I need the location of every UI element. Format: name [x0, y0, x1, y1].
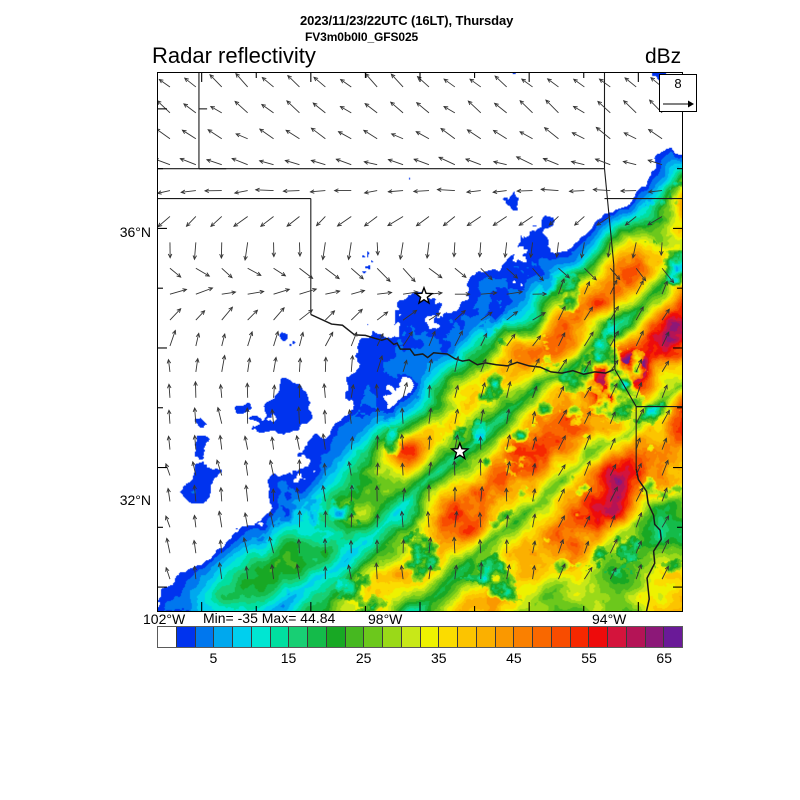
colorbar-cell — [589, 627, 608, 647]
colorbar-tick-label: 35 — [430, 650, 447, 666]
reference-vector-legend: 8 — [659, 74, 697, 112]
radar-map-panel[interactable] — [157, 72, 683, 612]
colorbar-cell — [289, 627, 308, 647]
right-arrow-icon — [663, 100, 694, 108]
lon-tick-label-94W: 94°W — [592, 611, 627, 627]
colorbar-cell — [326, 627, 346, 647]
colorbar-cell — [533, 627, 552, 647]
colorbar-cell — [233, 627, 252, 647]
colorbar-cell — [439, 627, 458, 647]
colorbar-cell — [495, 627, 515, 647]
reflectivity-raster — [158, 73, 682, 611]
title-datetime: 2023/11/23/22UTC (16LT), Thursday — [300, 13, 514, 28]
colorbar-cell — [570, 627, 590, 647]
map-overlay — [158, 73, 682, 611]
colorbar-cell — [364, 627, 383, 647]
colorbar-cell — [308, 627, 327, 647]
colorbar-tick-label: 25 — [355, 650, 372, 666]
page-title: Radar reflectivity — [152, 43, 316, 68]
colorbar-cell — [551, 627, 571, 647]
colorbar-strip[interactable] — [157, 626, 683, 648]
colorbar-tick-label: 55 — [581, 650, 597, 666]
colorbar-cell — [345, 627, 365, 647]
colorbar-cell — [608, 627, 627, 647]
colorbar-tick-label: 15 — [280, 650, 297, 666]
title-model-name: FV3m0b0I0_GFS025 — [305, 30, 419, 44]
state-borders — [158, 73, 682, 611]
colorbar-cell — [514, 627, 533, 647]
lat-tick-label-36N: 36°N — [119, 224, 151, 240]
colorbar-cell — [476, 627, 496, 647]
star-marker-north — [414, 285, 434, 305]
lon-tick-label-102W: 102°W — [143, 611, 186, 627]
colorbar-cell — [176, 627, 196, 647]
colorbar-cell — [664, 627, 682, 647]
reference-vector-value: 8 — [674, 76, 682, 91]
colorbar-tick-label: 45 — [506, 650, 522, 666]
min-max-annotation: Min= -35 Max= 44.84 — [203, 610, 336, 626]
colorbar-cell — [195, 627, 215, 647]
colorbar-cell — [270, 627, 290, 647]
colorbar-cell — [158, 627, 177, 647]
colorbar-cell — [420, 627, 440, 647]
colorbar-cell — [401, 627, 421, 647]
colorbar-tick-label: 65 — [656, 650, 672, 666]
lon-tick-label-98W: 98°W — [368, 611, 403, 627]
colorbar-cell — [458, 627, 477, 647]
station-markers — [414, 285, 470, 461]
colorbar-cell — [251, 627, 271, 647]
colorbar-cell — [626, 627, 646, 647]
colorbar-cell — [214, 627, 233, 647]
lat-tick-label-32N: 32°N — [119, 492, 151, 508]
colorbar-cell — [383, 627, 402, 647]
colorbar-tick-label: 5 — [209, 650, 218, 666]
axis-ticks — [158, 73, 682, 611]
units-label: dBz — [645, 45, 682, 68]
colorbar[interactable]: 5 15 25 35 45 55 65 — [157, 626, 683, 666]
star-marker-south — [449, 441, 470, 461]
wind-vector-field — [158, 73, 675, 580]
colorbar-cell — [645, 627, 665, 647]
